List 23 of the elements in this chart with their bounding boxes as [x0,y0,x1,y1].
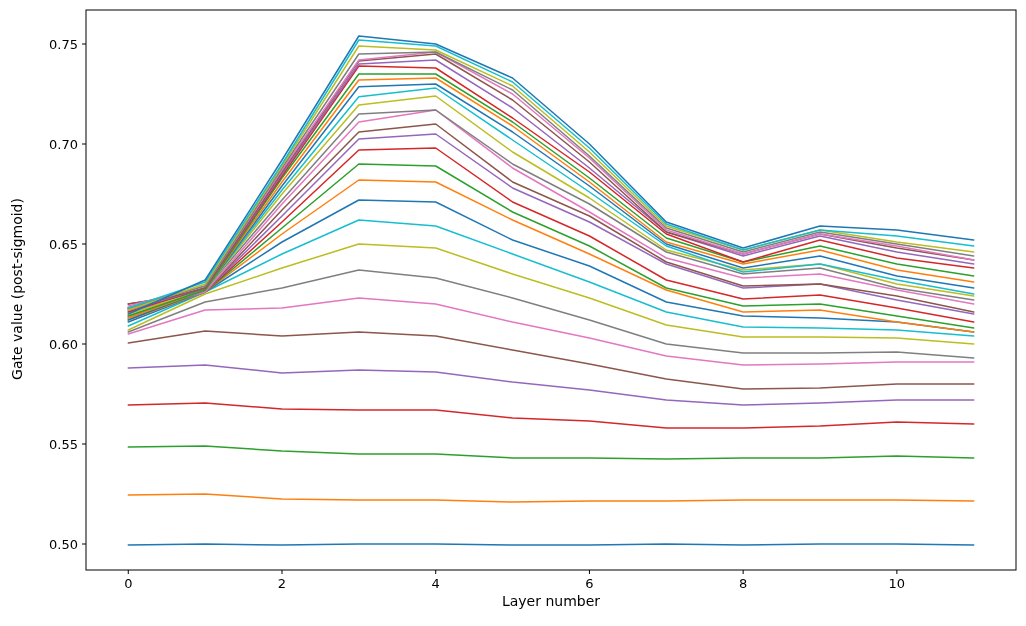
x-tick-label: 10 [888,576,906,591]
y-tick-label: 0.55 [49,436,78,452]
x-tick-label: 0 [124,576,133,591]
x-axis-title: Layer number [501,593,601,609]
line-series [127,445,975,460]
y-axis-title: Gate value (post-sigmoid) [9,198,25,380]
line-series [127,219,975,337]
x-tick-label: 8 [739,576,748,591]
line-series [127,364,975,406]
line-series [127,493,975,503]
line-series [127,243,975,345]
line-series [127,269,975,359]
line-series [127,297,975,366]
y-tick-label: 0.65 [49,236,78,252]
y-tick-label: 0.60 [49,336,78,352]
x-tick-label: 4 [431,576,440,591]
line-series [127,402,975,429]
y-tick-label: 0.50 [49,536,78,552]
line-series [127,330,975,390]
x-tick-label: 2 [277,576,287,591]
y-tick-label: 0.70 [49,136,78,152]
y-tick-label: 0.75 [49,36,78,52]
x-tick-label: 6 [585,576,594,591]
